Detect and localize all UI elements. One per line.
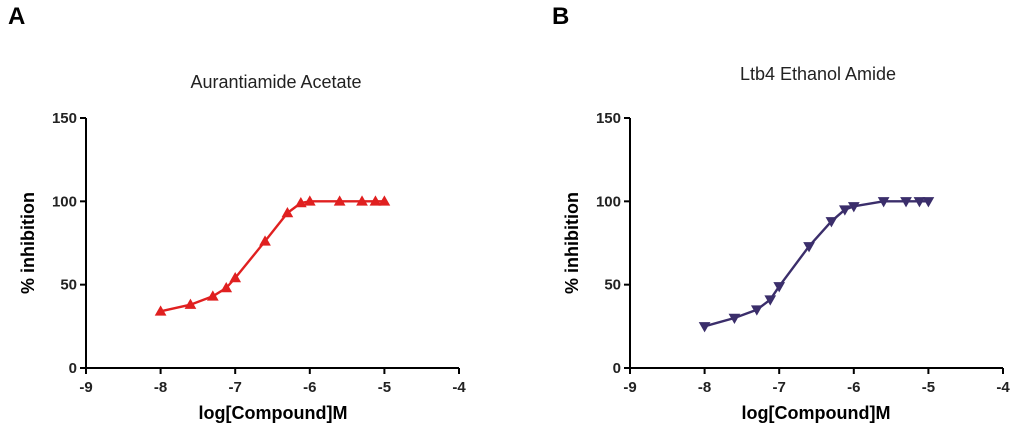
- y-tick-label-a: 150: [52, 110, 77, 127]
- x-tick-label-b: -7: [773, 379, 786, 396]
- data-point-b: [825, 217, 838, 228]
- chart-title-b: Ltb4 Ethanol Amide: [740, 64, 896, 84]
- y-tick-label-b: 100: [596, 193, 621, 210]
- x-tick-label-b: -6: [847, 379, 860, 396]
- data-point-a: [281, 206, 294, 218]
- x-tick-label-a: -9: [79, 379, 92, 396]
- data-point-b: [847, 202, 860, 213]
- x-tick-label-a: -4: [452, 379, 466, 396]
- plot-area-b: 0 50 100 150 -9 -8 -7 -6 -5 -4: [596, 110, 1010, 396]
- data-point-b: [773, 282, 786, 293]
- data-point-a: [303, 195, 316, 206]
- data-point-a: [356, 195, 368, 206]
- x-tick-label-b: -9: [623, 379, 636, 396]
- data-point-b: [764, 295, 777, 306]
- chart-title-a: Aurantiamide Acetate: [190, 72, 361, 92]
- x-axis-label-b: log[Compound]M: [742, 403, 891, 423]
- panel-letter-b: B: [552, 3, 569, 30]
- y-tick-label-b: 50: [604, 277, 621, 294]
- y-axis-label-a: % inhibition: [18, 192, 38, 294]
- data-point-b: [803, 242, 815, 253]
- series-line-a: [159, 200, 386, 313]
- y-tick-label-b: 0: [613, 360, 621, 377]
- x-tick-label-b: -8: [698, 379, 711, 396]
- panel-a: A Aurantiamide Acetate % inhibition log[…: [8, 3, 466, 423]
- data-point-a: [294, 196, 307, 208]
- x-tick-label-a: -7: [229, 379, 242, 396]
- data-point-a: [154, 305, 167, 316]
- panel-letter-a: A: [8, 3, 25, 30]
- x-tick-label-b: -5: [922, 379, 935, 396]
- x-tick-label-a: -8: [154, 379, 167, 396]
- x-tick-label-b: -4: [996, 379, 1010, 396]
- x-axis-label-a: log[Compound]M: [199, 403, 348, 423]
- data-point-b: [900, 197, 912, 208]
- panel-b: B Ltb4 Ethanol Amide % inhibition log[Co…: [552, 3, 1010, 423]
- y-axis-label-b: % inhibition: [562, 192, 582, 294]
- x-tick-label-a: -6: [303, 379, 316, 396]
- y-tick-label-a: 0: [69, 360, 77, 377]
- data-point-b: [922, 197, 935, 208]
- data-point-a: [220, 281, 233, 293]
- data-point-a: [206, 290, 219, 301]
- data-point-b: [913, 197, 926, 208]
- data-point-b: [877, 197, 890, 208]
- x-tick-label-a: -5: [378, 379, 391, 396]
- data-point-a: [378, 195, 391, 206]
- data-point-a: [229, 271, 242, 283]
- data-point-a: [369, 195, 382, 206]
- series-line-b: [703, 200, 930, 328]
- data-point-a: [259, 235, 271, 246]
- data-point-b: [728, 313, 741, 325]
- plot-area-a: 0 50 100 150 -9 -8 -7 -6 -5 -4: [52, 110, 466, 396]
- data-point-b: [750, 305, 763, 316]
- y-tick-label-a: 50: [60, 277, 77, 294]
- data-point-a: [184, 298, 197, 309]
- data-point-a: [333, 195, 346, 206]
- y-tick-label-a: 100: [52, 193, 77, 210]
- y-tick-label-b: 150: [596, 110, 621, 127]
- data-point-b: [838, 205, 851, 216]
- data-point-b: [698, 322, 711, 333]
